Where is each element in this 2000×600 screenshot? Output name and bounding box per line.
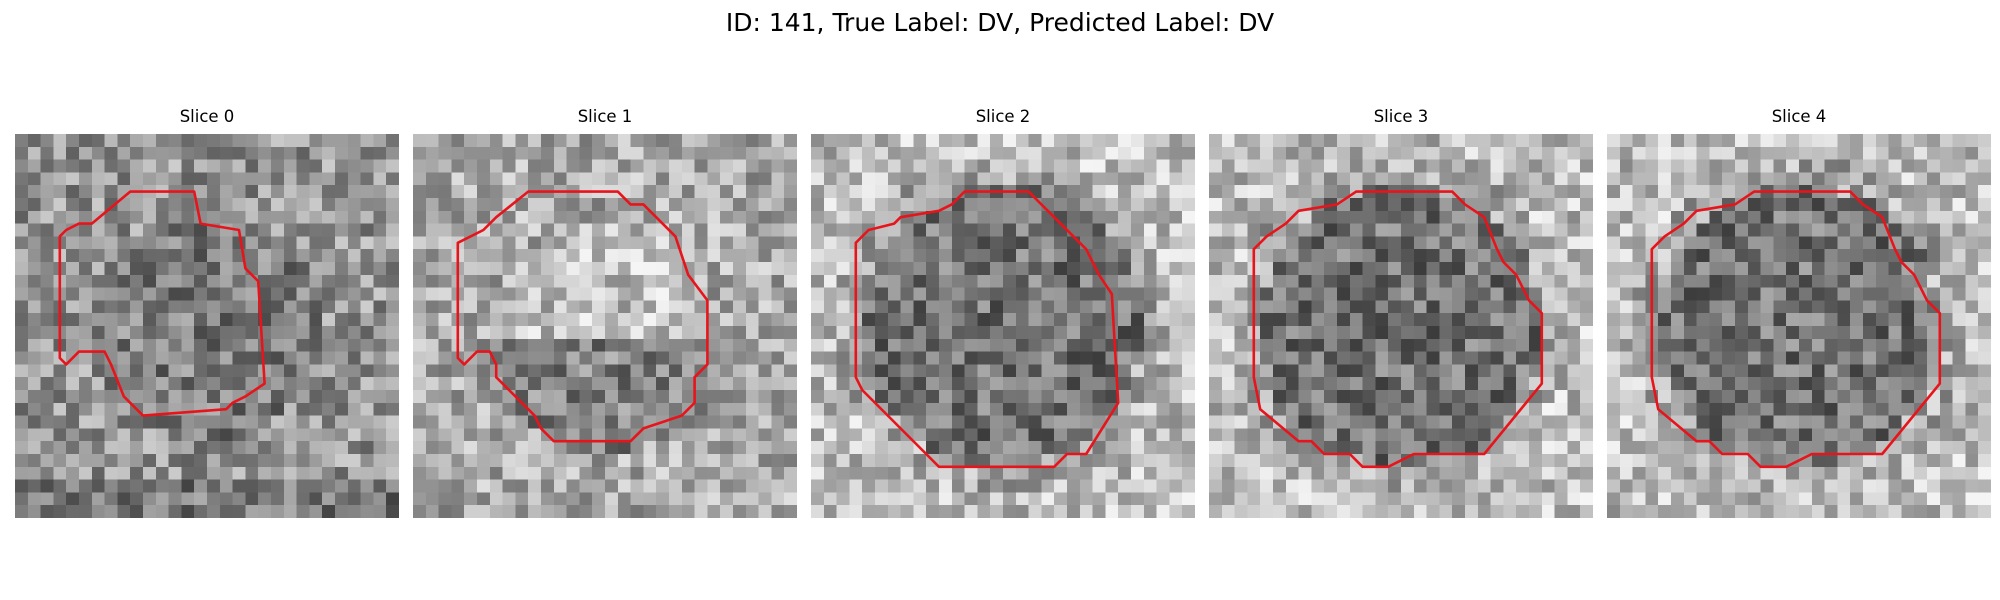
slice-panel-2: Slice 2 xyxy=(811,106,1195,518)
mri-slice xyxy=(1607,134,1991,518)
mri-slice xyxy=(1209,134,1593,518)
segmentation-contour xyxy=(15,134,399,518)
mri-slice xyxy=(811,134,1195,518)
segmentation-contour xyxy=(811,134,1195,518)
mri-slice xyxy=(15,134,399,518)
slice-image-1 xyxy=(413,134,797,518)
slice-title: Slice 2 xyxy=(975,107,1031,126)
segmentation-contour xyxy=(1209,134,1593,518)
mri-slice xyxy=(413,134,797,518)
slice-image-4 xyxy=(1607,134,1991,518)
slice-title: Slice 4 xyxy=(1771,107,1827,126)
slice-title: Slice 3 xyxy=(1373,107,1429,126)
figure-title: ID: 141, True Label: DV, Predicted Label… xyxy=(725,8,1275,37)
slice-image-2 xyxy=(811,134,1195,518)
slice-panel-0: Slice 0 xyxy=(15,106,399,518)
slice-panel-3: Slice 3 xyxy=(1209,106,1593,518)
segmentation-contour xyxy=(413,134,797,518)
slice-panel-1: Slice 1 xyxy=(413,106,797,518)
slice-image-3 xyxy=(1209,134,1593,518)
slice-title: Slice 1 xyxy=(577,107,633,126)
slice-panel-4: Slice 4 xyxy=(1607,106,1991,518)
segmentation-contour xyxy=(1607,134,1991,518)
slice-title: Slice 0 xyxy=(179,107,235,126)
slice-image-0 xyxy=(15,134,399,518)
